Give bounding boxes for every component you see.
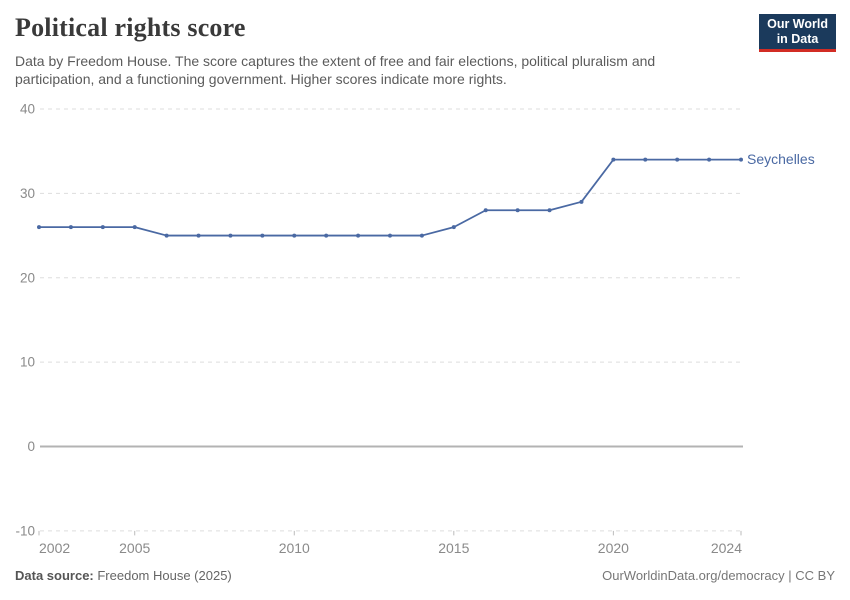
data-source-note: Data source: Freedom House (2025) [15,568,232,583]
data-point[interactable] [100,225,105,230]
data-point[interactable] [37,225,41,230]
data-point[interactable] [260,233,265,238]
data-point[interactable] [547,208,552,213]
data-point[interactable] [739,157,743,162]
owid-logo-line2: in Data [776,31,819,46]
owid-logo-line1: Our World [767,17,828,31]
data-point[interactable] [419,233,424,238]
owid-logo[interactable]: Our World in Data [759,14,836,52]
data-point[interactable] [228,233,233,238]
y-axis-tick-label: 20 [20,270,35,285]
y-axis-tick-label: 0 [27,439,35,454]
y-axis-tick-label: -10 [15,523,35,538]
x-axis-tick-label: 2010 [279,540,310,556]
chart-title: Political rights score [15,13,246,42]
x-axis-tick-label: 2005 [119,540,150,556]
data-point[interactable] [356,233,361,238]
x-axis-tick-label: 2024 [711,540,742,556]
series-line[interactable] [38,158,742,237]
data-source-value: Freedom House (2025) [93,568,232,583]
data-point[interactable] [707,157,712,162]
data-point[interactable] [483,208,488,213]
data-point[interactable] [164,233,169,238]
data-point[interactable] [643,157,648,162]
data-point[interactable] [324,233,329,238]
y-axis-tick-label: 30 [20,186,35,201]
y-axis-tick-label: 10 [20,355,35,370]
data-source-label: Data source: [15,568,94,583]
data-point[interactable] [196,233,201,238]
data-point[interactable] [388,233,392,238]
chart-subtitle: Data by Freedom House. The score capture… [15,53,656,88]
x-axis-tick-label: 2015 [438,540,469,556]
data-point[interactable] [292,233,297,238]
license-link[interactable]: OurWorldinData.org/democracy | CC BY [602,568,835,583]
x-axis-tick-label: 2002 [39,540,70,556]
data-point[interactable] [515,208,520,213]
data-point[interactable] [579,199,584,204]
data-point[interactable] [451,225,456,230]
data-point[interactable] [132,225,137,230]
data-point[interactable] [611,157,616,162]
y-axis-tick-label: 40 [20,102,35,117]
series-entity-label: Seychelles [747,151,815,167]
data-point[interactable] [68,225,73,230]
data-point[interactable] [675,157,680,162]
x-axis-tick-label: 2020 [598,540,629,556]
